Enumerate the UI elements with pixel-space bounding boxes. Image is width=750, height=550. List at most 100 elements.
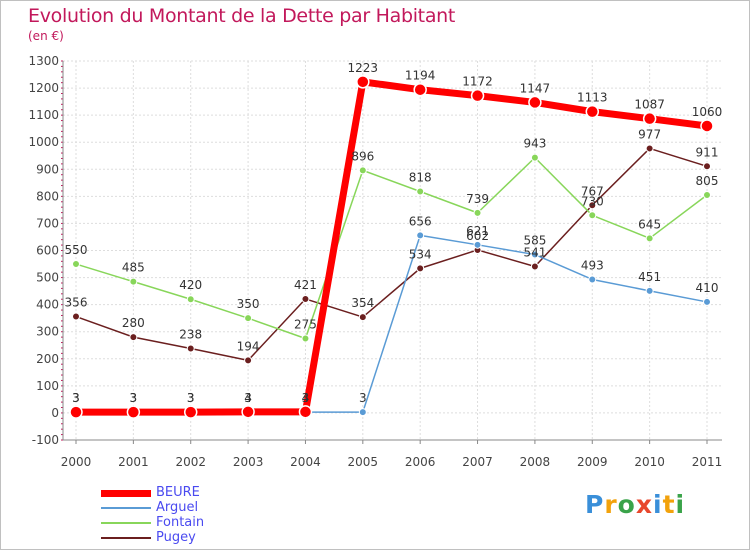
x-tick-label: 2002	[175, 455, 206, 469]
data-point-beure	[183, 405, 198, 419]
series-line-pugey	[75, 147, 708, 362]
data-label-pugey: 238	[179, 327, 202, 341]
y-tick-label: 0	[51, 406, 59, 420]
x-tick-label: 2000	[61, 455, 92, 469]
data-label-fontain: 943	[523, 137, 546, 151]
data-label-beure: 4	[244, 391, 252, 405]
data-point-arguel	[473, 240, 482, 249]
x-tick-label: 2011	[692, 455, 723, 469]
logo-letter: r	[604, 490, 618, 519]
data-point-arguel	[530, 250, 539, 259]
data-point-fontain	[416, 187, 425, 196]
data-label-pugey: 977	[638, 127, 661, 141]
y-tick-label: 100	[36, 379, 59, 393]
data-label-beure: 1147	[520, 81, 551, 95]
legend: BEURE Arguel Fontain Pugey	[101, 485, 261, 545]
data-label-fontain: 896	[351, 149, 374, 163]
data-label-beure: 1087	[634, 98, 665, 112]
x-tick-label: 2006	[405, 455, 436, 469]
data-point-arguel	[645, 286, 654, 295]
legend-label: Arguel	[156, 500, 199, 515]
y-tick-label: 600	[36, 244, 59, 258]
data-label-arguel: 656	[409, 214, 432, 228]
data-label-beure: 3	[72, 391, 80, 405]
data-label-arguel: 451	[638, 270, 661, 284]
legend-label: Fontain	[156, 515, 205, 530]
data-label-arguel: 3	[302, 391, 310, 405]
legend-swatch	[101, 522, 151, 524]
proxiti-logo: Proxiti	[585, 490, 685, 519]
data-label-arguel: 3	[130, 391, 138, 405]
data-point-beure	[585, 104, 600, 119]
data-point-beure	[470, 88, 485, 103]
logo-letter: x	[635, 490, 653, 519]
data-label-fontain: 818	[409, 170, 432, 184]
y-tick-label: 1100	[28, 108, 59, 122]
data-label-fontain: 550	[65, 243, 88, 257]
y-tick-label: 800	[36, 189, 59, 203]
data-label-arguel: 585	[523, 234, 546, 248]
x-tick-label: 2005	[348, 455, 379, 469]
legend-item: Pugey	[101, 530, 261, 545]
data-point-pugey	[244, 356, 253, 365]
data-label-arguel: 3	[244, 391, 252, 405]
y-tick-label: 200	[36, 352, 59, 366]
legend-label: Pugey	[156, 530, 196, 545]
data-point-pugey	[72, 312, 80, 321]
data-label-beure: 3	[187, 391, 195, 405]
data-point-pugey	[703, 162, 711, 171]
data-point-pugey	[301, 294, 310, 303]
data-point-fontain	[186, 295, 195, 304]
data-point-beure	[642, 111, 657, 126]
data-label-fontain: 805	[696, 174, 719, 188]
data-point-fontain	[129, 277, 138, 286]
x-tick-label: 2009	[577, 455, 608, 469]
data-label-beure: 1113	[577, 91, 608, 105]
data-label-fontain: 645	[638, 217, 661, 231]
x-tick-label: 2008	[520, 455, 551, 469]
data-point-beure	[528, 95, 542, 110]
data-label-pugey: 541	[523, 245, 546, 259]
data-point-pugey	[129, 333, 138, 342]
data-label-arguel: 3	[187, 391, 195, 405]
logo-letter: o	[617, 490, 636, 519]
y-tick-label: 300	[36, 325, 59, 339]
legend-item: Arguel	[101, 500, 261, 515]
data-label-pugey: 602	[466, 229, 489, 243]
data-label-arguel: 410	[696, 281, 719, 295]
data-label-pugey: 421	[294, 278, 317, 292]
data-label-pugey: 911	[696, 145, 719, 159]
legend-label: BEURE	[156, 485, 200, 500]
chart-unit-label: (en €)	[28, 29, 64, 43]
data-label-arguel: 3	[72, 391, 80, 405]
data-point-pugey	[645, 144, 654, 153]
data-label-fontain: 350	[237, 297, 260, 311]
data-point-beure	[356, 75, 370, 89]
data-label-pugey: 767	[581, 184, 604, 198]
data-label-fontain: 730	[581, 194, 604, 208]
data-point-beure	[298, 405, 313, 419]
data-point-fontain	[703, 191, 711, 200]
data-point-fontain	[72, 260, 80, 269]
series-line-fontain	[75, 156, 708, 340]
data-point-pugey	[588, 201, 597, 210]
data-label-fontain: 485	[122, 261, 145, 275]
data-point-arguel	[416, 231, 425, 240]
data-label-pugey: 534	[409, 247, 432, 261]
data-label-pugey: 354	[351, 296, 374, 310]
data-point-pugey	[530, 262, 539, 271]
x-tick-label: 2003	[233, 455, 264, 469]
x-tick-label: 2007	[462, 455, 493, 469]
data-point-fontain	[645, 234, 654, 243]
data-label-fontain: 420	[179, 278, 202, 292]
data-point-beure	[413, 82, 427, 97]
data-label-arguel: 493	[581, 258, 604, 272]
data-label-pugey: 194	[237, 339, 260, 353]
y-tick-label: 400	[36, 298, 59, 312]
x-tick-label: 2004	[290, 455, 321, 469]
x-tick-label: 2001	[118, 455, 149, 469]
logo-letter: t	[662, 490, 676, 519]
data-label-arguel: 3	[359, 391, 367, 405]
